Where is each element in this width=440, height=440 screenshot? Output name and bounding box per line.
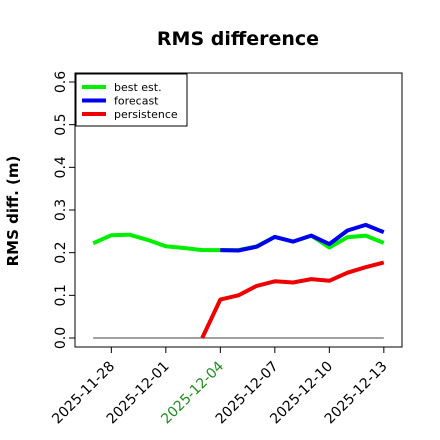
y-tick-label: 0.6 xyxy=(53,71,69,93)
y-tick-label: 0.5 xyxy=(53,114,69,136)
series-line-persistence xyxy=(200,260,385,339)
legend-label-persistence: persistence xyxy=(114,108,178,121)
y-tick-label: 0.1 xyxy=(53,284,69,306)
chart-title: RMS difference xyxy=(157,28,319,50)
legend-label-best-est: best est. xyxy=(114,81,162,94)
y-tick-label: 0.3 xyxy=(53,199,69,221)
series-line-forecast xyxy=(220,222,385,253)
y-axis-label: RMS diff. (m) xyxy=(4,156,22,267)
y-tick-label: 0.0 xyxy=(53,327,69,349)
y-tick-label: 0.2 xyxy=(53,242,69,264)
y-tick-label: 0.4 xyxy=(53,156,69,178)
legend-label-forecast: forecast xyxy=(114,95,159,108)
